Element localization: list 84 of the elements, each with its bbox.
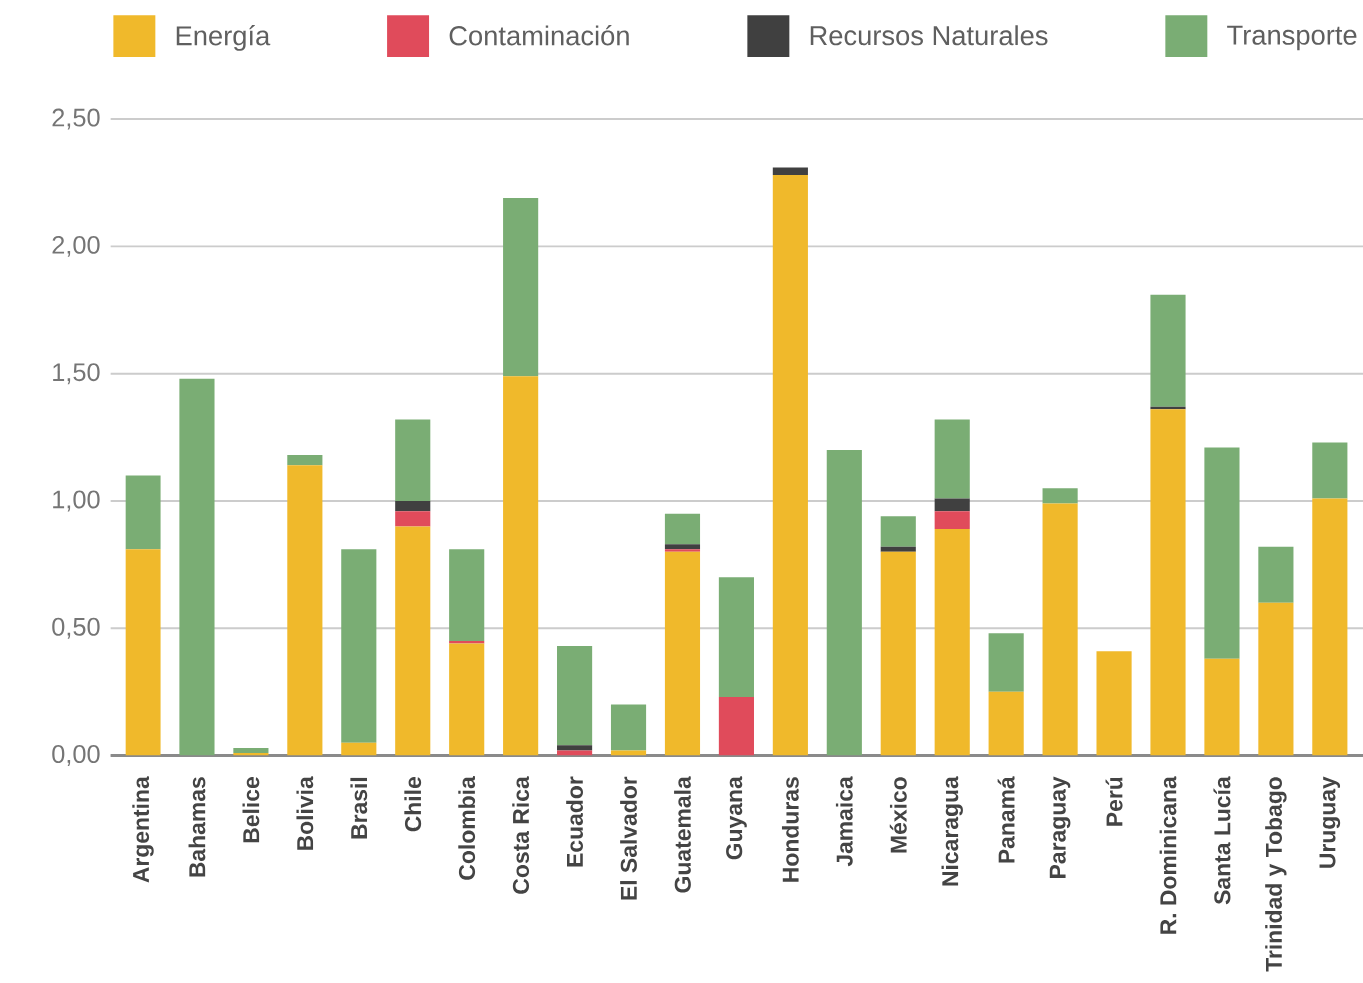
x-tick-label: Belice [242, 777, 260, 843]
x-tick-label: Santa Lucía [1213, 776, 1231, 905]
x-tick-label: Guatemala [674, 776, 691, 893]
bar [1042, 503, 1078, 756]
bar [557, 646, 593, 746]
bar [664, 544, 701, 550]
bar [125, 475, 161, 550]
bar [1258, 546, 1294, 603]
bar [610, 750, 647, 756]
y-tick-label: 2,50 [52, 108, 100, 130]
bar [1204, 658, 1240, 756]
bar [1258, 602, 1294, 756]
bar [772, 175, 808, 756]
y-tick-label: 1,50 [53, 363, 100, 385]
x-tick-label: Paraguay [1049, 776, 1071, 878]
bar [718, 577, 754, 697]
bar [341, 742, 377, 756]
bar [557, 745, 593, 751]
y-tick-label: 0,00 [52, 745, 100, 767]
x-tick-label: Uruguay [1319, 776, 1341, 868]
bar [664, 549, 701, 552]
y-tick-label: 1,00 [53, 490, 100, 512]
y-tick-label: 2,00 [52, 235, 100, 257]
bar [449, 640, 485, 644]
bar [934, 419, 970, 499]
legend-label: Transporte [1227, 25, 1357, 51]
bar [1312, 498, 1348, 756]
bar [880, 551, 916, 756]
bar [233, 747, 269, 753]
bar [395, 511, 431, 527]
x-tick-label: Bahamas [188, 777, 206, 877]
x-tick-label: Argentina [132, 776, 154, 883]
bar [341, 549, 377, 743]
bar [1150, 409, 1186, 756]
bar [179, 378, 215, 756]
bar [610, 704, 647, 751]
x-tick-label: Nicaragua [941, 776, 963, 886]
bar [395, 500, 431, 512]
bar [1042, 488, 1078, 504]
bar [503, 198, 539, 377]
x-tick-label: Honduras [781, 777, 799, 882]
legend-label: Energía [176, 25, 271, 51]
bar [988, 691, 1024, 756]
x-tick-label: Bolivia [296, 776, 314, 850]
bar [1312, 442, 1348, 499]
bar [664, 551, 701, 756]
bar [826, 450, 862, 756]
x-tick-label: Trinidad y Tobago [1265, 777, 1287, 972]
x-tick-label: Guyana [726, 776, 747, 860]
bar [125, 549, 161, 756]
x-tick-label: Jamaica [835, 776, 853, 867]
bar [449, 549, 485, 641]
bar [988, 633, 1024, 692]
x-tick-label: México [889, 777, 907, 853]
bar [1150, 294, 1186, 407]
bar [934, 528, 970, 756]
x-tick-label: Panamá [997, 776, 1015, 863]
x-tick-label: Chile [404, 777, 422, 832]
bar [395, 526, 431, 756]
bar [449, 643, 485, 756]
legend-label: Recursos Naturales [810, 25, 1048, 46]
bar [880, 516, 916, 547]
bar [718, 696, 754, 756]
x-tick-label: Perú [1105, 777, 1123, 826]
x-tick-label: Costa Rica [512, 776, 530, 894]
bar [934, 511, 970, 529]
x-tick-label: Brasil [350, 777, 368, 839]
bar [503, 376, 539, 756]
legend-label: Contaminación [449, 25, 629, 46]
bar [664, 513, 701, 545]
bar [772, 167, 808, 176]
bar [934, 498, 970, 512]
x-tick-label: R. Dominicana [1159, 776, 1177, 934]
bar [1096, 651, 1132, 756]
bar [880, 546, 916, 552]
bar [287, 465, 323, 756]
bar [557, 750, 593, 756]
bar [287, 455, 323, 466]
x-tick-label: El Salvador [620, 776, 637, 900]
x-tick-label: Ecuador [566, 776, 583, 867]
bar [1204, 447, 1240, 659]
y-tick-label: 0,50 [52, 617, 100, 639]
bar [395, 419, 431, 501]
x-tick-label: Colombia [458, 776, 476, 880]
